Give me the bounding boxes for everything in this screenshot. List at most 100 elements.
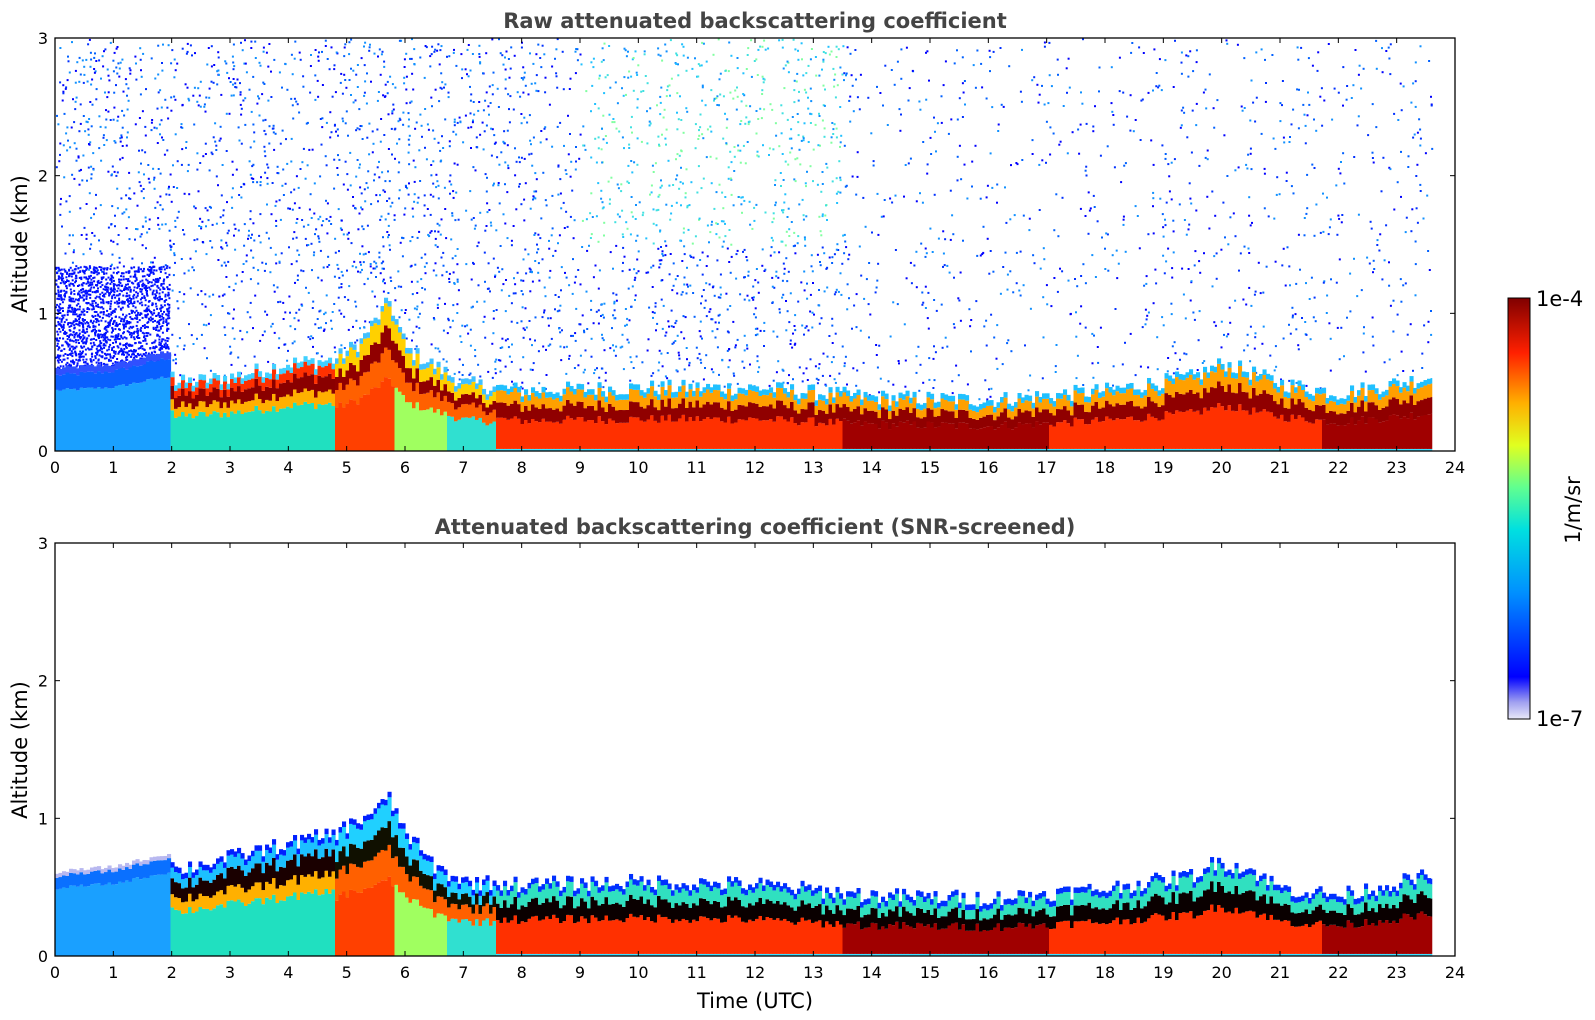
noise-speck — [1343, 182, 1346, 185]
noise-speck — [103, 343, 106, 346]
noise-speck — [819, 264, 822, 267]
noise-speck — [983, 325, 986, 328]
noise-speck — [1057, 235, 1060, 238]
noise-speck — [436, 222, 439, 225]
noise-speck — [434, 237, 437, 240]
noise-speck — [788, 374, 790, 377]
noise-speck — [448, 272, 451, 275]
noise-speck — [583, 331, 586, 334]
noise-speck — [87, 133, 90, 136]
noise-speck — [532, 136, 535, 139]
noise-speck — [354, 99, 357, 102]
noise-speck — [818, 115, 821, 117]
noise-speck — [575, 146, 577, 148]
noise-speck — [418, 327, 421, 330]
noise-speck — [833, 123, 836, 126]
noise-speck — [252, 177, 255, 180]
noise-speck — [278, 199, 281, 202]
noise-speck — [121, 337, 124, 340]
noise-speck — [118, 328, 120, 331]
noise-speck — [510, 244, 513, 247]
raw-noise-speckle — [55, 38, 1434, 401]
noise-speck — [492, 317, 495, 320]
noise-speck — [128, 187, 131, 190]
noise-speck — [85, 302, 88, 304]
noise-speck — [966, 383, 969, 386]
noise-speck — [1335, 184, 1338, 187]
noise-speck — [86, 363, 89, 366]
noise-speck — [477, 284, 480, 287]
noise-speck — [497, 184, 500, 187]
noise-speck — [1145, 275, 1148, 278]
noise-speck — [335, 51, 338, 54]
noise-speck — [448, 145, 451, 148]
noise-speck — [652, 208, 655, 211]
noise-speck — [1291, 316, 1294, 319]
noise-speck — [957, 374, 960, 377]
noise-speck — [362, 228, 365, 231]
noise-speck — [71, 322, 74, 325]
noise-speck — [1189, 197, 1192, 200]
noise-speck — [1275, 365, 1278, 368]
noise-speck — [136, 321, 139, 324]
noise-speck — [254, 294, 257, 297]
noise-speck — [729, 177, 732, 180]
noise-speck — [147, 164, 150, 166]
noise-speck — [68, 334, 71, 337]
noise-speck — [272, 131, 275, 134]
noise-speck — [848, 253, 851, 256]
noise-speck — [1280, 378, 1282, 381]
noise-speck — [893, 83, 896, 86]
noise-speck — [955, 364, 958, 367]
noise-speck — [1326, 196, 1328, 199]
noise-speck — [344, 160, 347, 163]
noise-speck — [613, 121, 616, 124]
noise-speck — [609, 251, 612, 254]
noise-speck — [366, 277, 369, 280]
noise-speck — [148, 218, 151, 221]
noise-speck — [155, 345, 157, 348]
noise-speck — [683, 276, 686, 279]
noise-speck — [71, 261, 74, 264]
noise-speck — [263, 269, 266, 272]
noise-speck — [505, 279, 507, 281]
noise-speck — [986, 398, 989, 401]
noise-speck — [444, 208, 447, 210]
noise-speck — [1428, 269, 1431, 271]
noise-speck — [633, 279, 636, 281]
noise-speck — [151, 293, 154, 296]
noise-speck — [232, 43, 235, 46]
noise-speck — [403, 58, 406, 61]
noise-speck — [56, 297, 59, 300]
noise-speck — [1430, 333, 1433, 336]
noise-speck — [206, 357, 208, 360]
noise-speck — [57, 333, 60, 336]
noise-speck — [209, 369, 212, 372]
noise-speck — [338, 158, 341, 161]
noise-speck — [58, 328, 61, 330]
noise-speck — [1193, 318, 1196, 321]
noise-speck — [1220, 346, 1223, 349]
noise-speck — [233, 308, 235, 311]
noise-speck — [583, 144, 586, 147]
noise-speck — [388, 180, 391, 183]
noise-speck — [1050, 85, 1053, 88]
noise-speck — [375, 276, 377, 278]
noise-speck — [157, 168, 160, 170]
noise-speck — [100, 363, 103, 366]
noise-speck — [585, 290, 588, 293]
noise-speck — [675, 178, 678, 181]
noise-speck — [522, 327, 525, 330]
noise-speck — [326, 232, 329, 235]
noise-speck — [113, 106, 116, 109]
noise-speck — [743, 248, 746, 251]
noise-speck — [621, 333, 624, 336]
noise-speck — [161, 313, 164, 315]
noise-speck — [1213, 321, 1216, 324]
noise-speck — [921, 201, 924, 204]
noise-speck — [781, 279, 784, 282]
noise-speck — [150, 261, 152, 264]
noise-speck — [77, 292, 80, 295]
noise-speck — [152, 167, 155, 170]
noise-speck — [506, 338, 509, 341]
